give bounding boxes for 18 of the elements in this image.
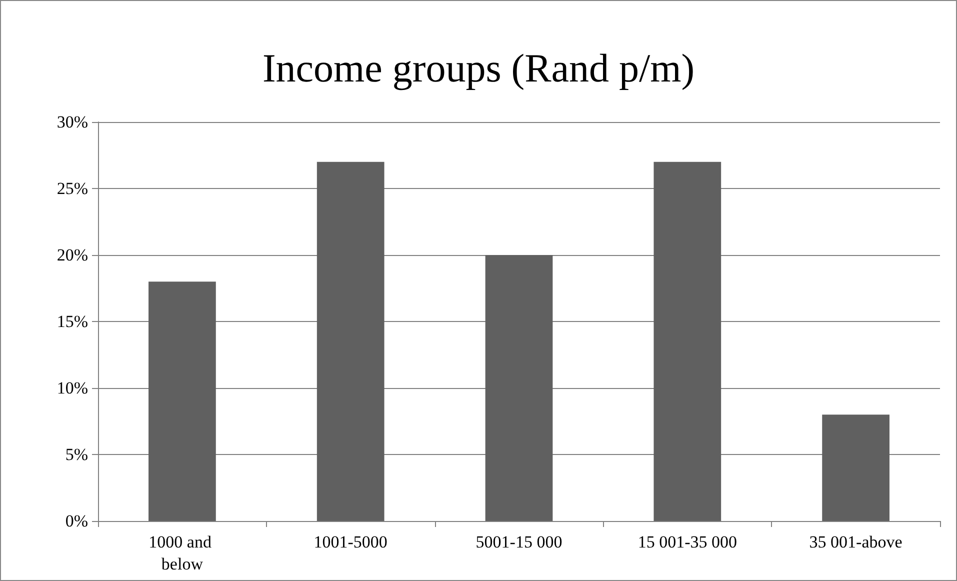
y-tick-label: 5% <box>65 445 88 464</box>
chart-title: Income groups (Rand p/m) <box>262 46 695 90</box>
bar <box>654 162 722 521</box>
bar <box>316 162 384 521</box>
x-tick-label: 5001-15 000 <box>476 532 562 552</box>
y-tick-label: 0% <box>65 512 88 530</box>
bar <box>485 255 553 521</box>
y-tick-label: 25% <box>56 179 88 198</box>
y-tick-label: 20% <box>56 246 88 264</box>
y-tick-label: 10% <box>56 378 88 398</box>
x-tick-label: 35 001-above <box>809 532 902 552</box>
x-tick-label: 1000 and below <box>148 532 216 574</box>
y-tick-label: 30% <box>56 112 88 132</box>
bar <box>822 414 890 521</box>
x-tick-label: 1001-5000 <box>314 532 388 552</box>
y-tick-label: 15% <box>56 312 88 331</box>
x-tick-label: 15 001-35 000 <box>638 532 737 552</box>
bar <box>148 282 216 521</box>
